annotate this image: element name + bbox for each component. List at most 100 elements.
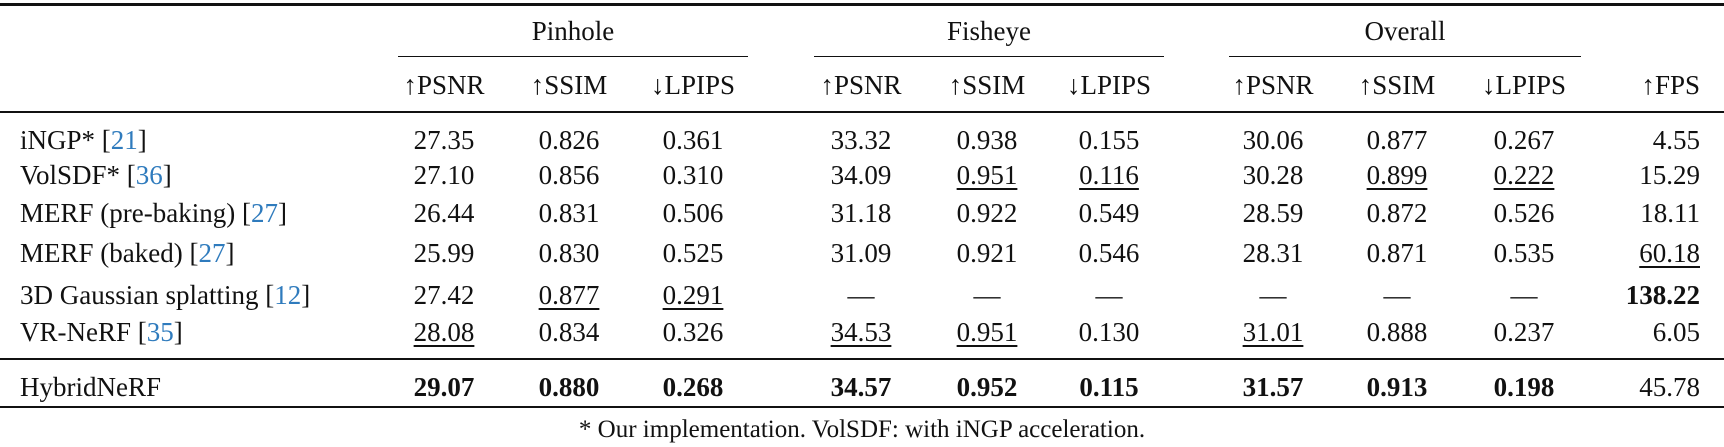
method-label: MERF (baked) [27]: [20, 237, 234, 269]
cell: 0.535: [1493, 238, 1555, 268]
cell: —: [847, 280, 875, 310]
cell: 0.291: [662, 280, 724, 310]
method-label: 3D Gaussian splatting [12]: [20, 279, 310, 311]
cell: 30.28: [1242, 160, 1304, 190]
rule: [0, 111, 1724, 113]
method-label: iNGP* [21]: [20, 124, 147, 156]
cell: 31.57: [1242, 372, 1304, 402]
citation-bracket: ]: [277, 198, 287, 228]
cell: 0.130: [1078, 317, 1140, 347]
cell: 0.237: [1493, 317, 1555, 347]
column-header: ↓LPIPS: [650, 70, 736, 100]
cell: 0.951: [956, 317, 1018, 347]
cell: 0.951: [956, 160, 1018, 190]
cell: —: [1510, 280, 1538, 310]
cell: —: [973, 280, 1001, 310]
cell: 0.361: [662, 125, 724, 155]
column-header: ↑PSNR: [403, 70, 485, 100]
cell: 0.856: [538, 160, 600, 190]
cell: 0.310: [662, 160, 724, 190]
citation-bracket: ]: [162, 160, 172, 190]
cell: 0.267: [1493, 125, 1555, 155]
method-name: iNGP* [: [20, 125, 111, 155]
cell: 0.880: [538, 372, 600, 402]
cell: 27.10: [413, 160, 475, 190]
rule: [1229, 56, 1581, 58]
rule: [398, 56, 748, 58]
cell: 45.78: [1639, 372, 1700, 402]
cell: 15.29: [1639, 160, 1700, 190]
footnote: * Our implementation. VolSDF: with iNGP …: [578, 416, 1146, 443]
citation: 27: [198, 238, 226, 268]
cell: 0.268: [662, 372, 724, 402]
cell: 0.222: [1493, 160, 1555, 190]
citation: 35: [146, 317, 174, 347]
citation: 12: [274, 280, 302, 310]
cell: 34.09: [830, 160, 892, 190]
cell: 0.549: [1078, 198, 1140, 228]
column-header: ↑PSNR: [820, 70, 902, 100]
citation-bracket: ]: [301, 280, 311, 310]
column-header: ↑PSNR: [1232, 70, 1314, 100]
group-header: Overall: [1364, 16, 1446, 46]
column-header: ↓LPIPS: [1481, 70, 1567, 100]
cell: 0.871: [1366, 238, 1428, 268]
citation: 27: [250, 198, 278, 228]
cell: 0.899: [1366, 160, 1428, 190]
cell: 28.08: [413, 317, 475, 347]
cell: 27.42: [413, 280, 475, 310]
cell: 0.830: [538, 238, 600, 268]
cell: 34.57: [830, 372, 892, 402]
rule: [814, 56, 1164, 58]
rule: [0, 358, 1724, 360]
cell: 0.834: [538, 317, 600, 347]
group-header: Pinhole: [531, 16, 615, 46]
method-name: HybridNeRF: [20, 372, 161, 402]
citation-bracket: ]: [173, 317, 183, 347]
cell: 29.07: [413, 372, 475, 402]
citation-bracket: ]: [225, 238, 235, 268]
column-header: ↑SSIM: [530, 70, 608, 100]
cell: —: [1095, 280, 1123, 310]
cell: 0.877: [538, 280, 600, 310]
method-name: VR-NeRF [: [20, 317, 147, 347]
method-name: MERF (pre-baking) [: [20, 198, 251, 228]
cell: 0.831: [538, 198, 600, 228]
method-label: HybridNeRF: [20, 371, 161, 403]
cell: 18.11: [1640, 198, 1700, 228]
cell: 31.18: [830, 198, 892, 228]
cell: 0.326: [662, 317, 724, 347]
cell: 6.05: [1652, 317, 1700, 347]
cell: 0.116: [1079, 160, 1139, 190]
method-name: MERF (baked) [: [20, 238, 199, 268]
cell: 0.826: [538, 125, 600, 155]
cell: 28.31: [1242, 238, 1304, 268]
cell: 0.938: [956, 125, 1018, 155]
cell: 0.198: [1493, 372, 1555, 402]
cell: 0.922: [956, 198, 1018, 228]
method-label: MERF (pre-baking) [27]: [20, 197, 287, 229]
column-header: ↑FPS: [1641, 70, 1700, 100]
citation: 36: [135, 160, 163, 190]
column-header: ↑SSIM: [948, 70, 1026, 100]
cell: 33.32: [830, 125, 892, 155]
cell: 0.921: [956, 238, 1018, 268]
cell: 4.55: [1652, 125, 1700, 155]
cell: 31.01: [1242, 317, 1304, 347]
method-name: VolSDF* [: [20, 160, 136, 190]
cell: 28.59: [1242, 198, 1304, 228]
cell: 27.35: [413, 125, 475, 155]
citation-bracket: ]: [137, 125, 147, 155]
cell: —: [1383, 280, 1411, 310]
cell: 0.155: [1078, 125, 1140, 155]
cell: 25.99: [413, 238, 475, 268]
cell: 0.526: [1493, 198, 1555, 228]
cell: 0.888: [1366, 317, 1428, 347]
cell: 0.952: [956, 372, 1018, 402]
cell: 34.53: [830, 317, 892, 347]
cell: 138.22: [1625, 280, 1700, 310]
citation: 21: [110, 125, 138, 155]
method-label: VR-NeRF [35]: [20, 316, 183, 348]
rule: [0, 406, 1724, 408]
